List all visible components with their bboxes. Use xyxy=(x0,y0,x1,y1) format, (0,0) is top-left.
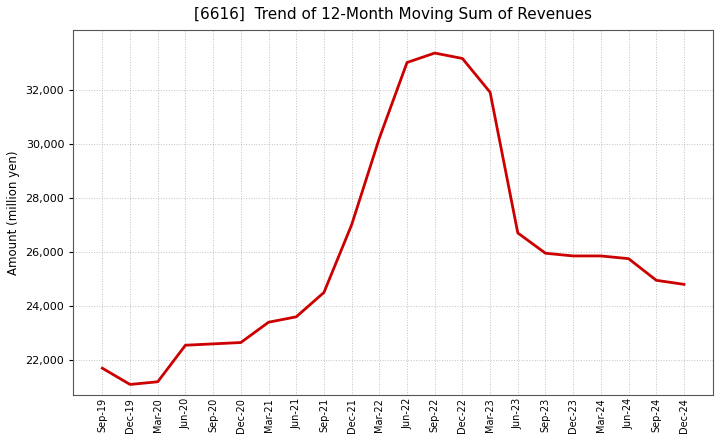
Title: [6616]  Trend of 12-Month Moving Sum of Revenues: [6616] Trend of 12-Month Moving Sum of R… xyxy=(194,7,592,22)
Y-axis label: Amount (million yen): Amount (million yen) xyxy=(7,150,20,275)
